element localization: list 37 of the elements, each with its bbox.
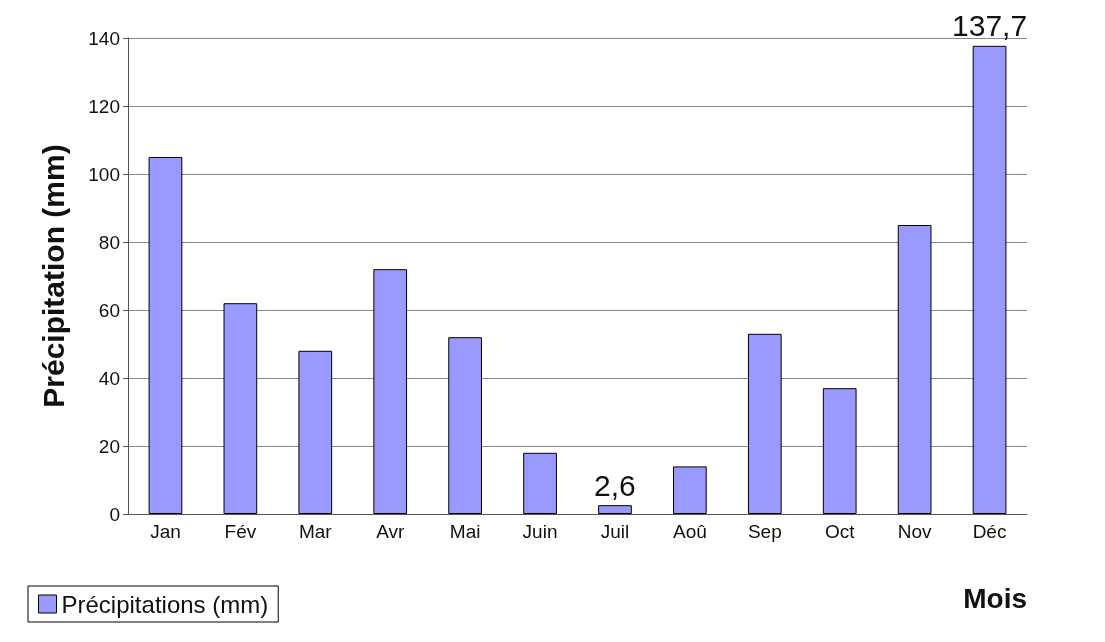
x-tick-label: Avr xyxy=(376,521,405,542)
bar xyxy=(897,225,932,514)
x-tick-label: Mar xyxy=(298,521,333,542)
bar xyxy=(747,333,782,514)
data-label: 137,7 xyxy=(952,9,1028,43)
y-tick-label: 80 xyxy=(98,231,120,253)
x-tick-label: Jan xyxy=(150,521,181,542)
bar xyxy=(373,269,408,514)
bar xyxy=(822,388,857,514)
x-tick-label: Sep xyxy=(747,521,782,542)
bar xyxy=(298,350,333,514)
x-tick-label: Mai xyxy=(449,521,481,542)
x-tick-label: Oct xyxy=(824,521,856,542)
bar xyxy=(523,452,557,514)
bar xyxy=(148,157,183,514)
bar xyxy=(598,505,632,514)
x-tick-label: Aoû xyxy=(672,521,707,542)
y-tick-label: 0 xyxy=(109,503,120,525)
bar xyxy=(448,337,482,514)
y-axis-title: Précipitation (mm) xyxy=(36,144,70,408)
legend-label: Précipitations (mm) xyxy=(61,590,269,618)
x-tick-label: Juin xyxy=(522,521,558,542)
x-axis-title: Mois xyxy=(963,582,1027,614)
y-tick-label: 100 xyxy=(88,163,120,185)
y-tick-label: 60 xyxy=(98,299,120,321)
y-tick-label: 120 xyxy=(88,95,120,117)
data-label: 2,6 xyxy=(594,468,636,502)
y-tick-label: 20 xyxy=(98,435,120,457)
y-tick-label: 140 xyxy=(88,27,120,49)
x-tick-label: Juil xyxy=(600,521,630,542)
bar xyxy=(972,45,1007,514)
bar xyxy=(673,466,707,514)
x-tick-label: Déc xyxy=(972,521,1007,542)
x-tick-label: Nov xyxy=(897,521,933,542)
y-tick-label: 40 xyxy=(98,367,120,389)
bar xyxy=(223,303,258,514)
x-tick-label: Fév xyxy=(224,521,257,542)
